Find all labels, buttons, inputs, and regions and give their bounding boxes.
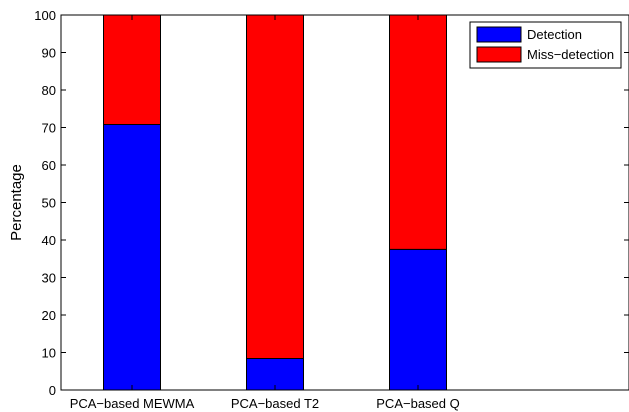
x-tick-label: PCA−based T2 [231,396,319,411]
bar-miss-detection-1 [246,14,304,359]
x-tick-label: PCA−based MEWMA [70,396,195,411]
bar-detection-2 [389,248,447,391]
legend-swatch-detection [476,26,522,43]
bar-detection-0 [103,124,161,391]
y-tick-label: 30 [42,271,56,286]
legend: Detection Miss−detection [469,21,622,69]
y-axis-label: Percentage [8,164,25,241]
y-tick-label: 80 [42,83,56,98]
x-tick-label: PCA−based Q [376,396,459,411]
axes-layer: 0 10 20 30 40 50 60 70 80 90 100 PCA−based MEWMA PCA… [8,8,629,411]
y-tick-label: 70 [42,121,56,136]
bar-detection-1 [246,358,304,391]
bars-layer [103,14,447,391]
y-tick-label: 100 [34,8,56,23]
y-tick-label: 20 [42,308,56,323]
y-tick-label: 40 [42,233,56,248]
legend-label-detection: Detection [527,27,582,42]
y-tick-label: 0 [49,383,56,398]
legend-swatch-miss-detection [476,46,522,63]
y-tick-label: 90 [42,46,56,61]
bar-miss-detection-2 [389,14,447,250]
y-tick-label: 50 [42,196,56,211]
y-tick-label: 10 [42,346,56,361]
y-tick-label: 60 [42,158,56,173]
bar-miss-detection-0 [103,14,161,125]
legend-label-miss-detection: Miss−detection [527,47,614,62]
